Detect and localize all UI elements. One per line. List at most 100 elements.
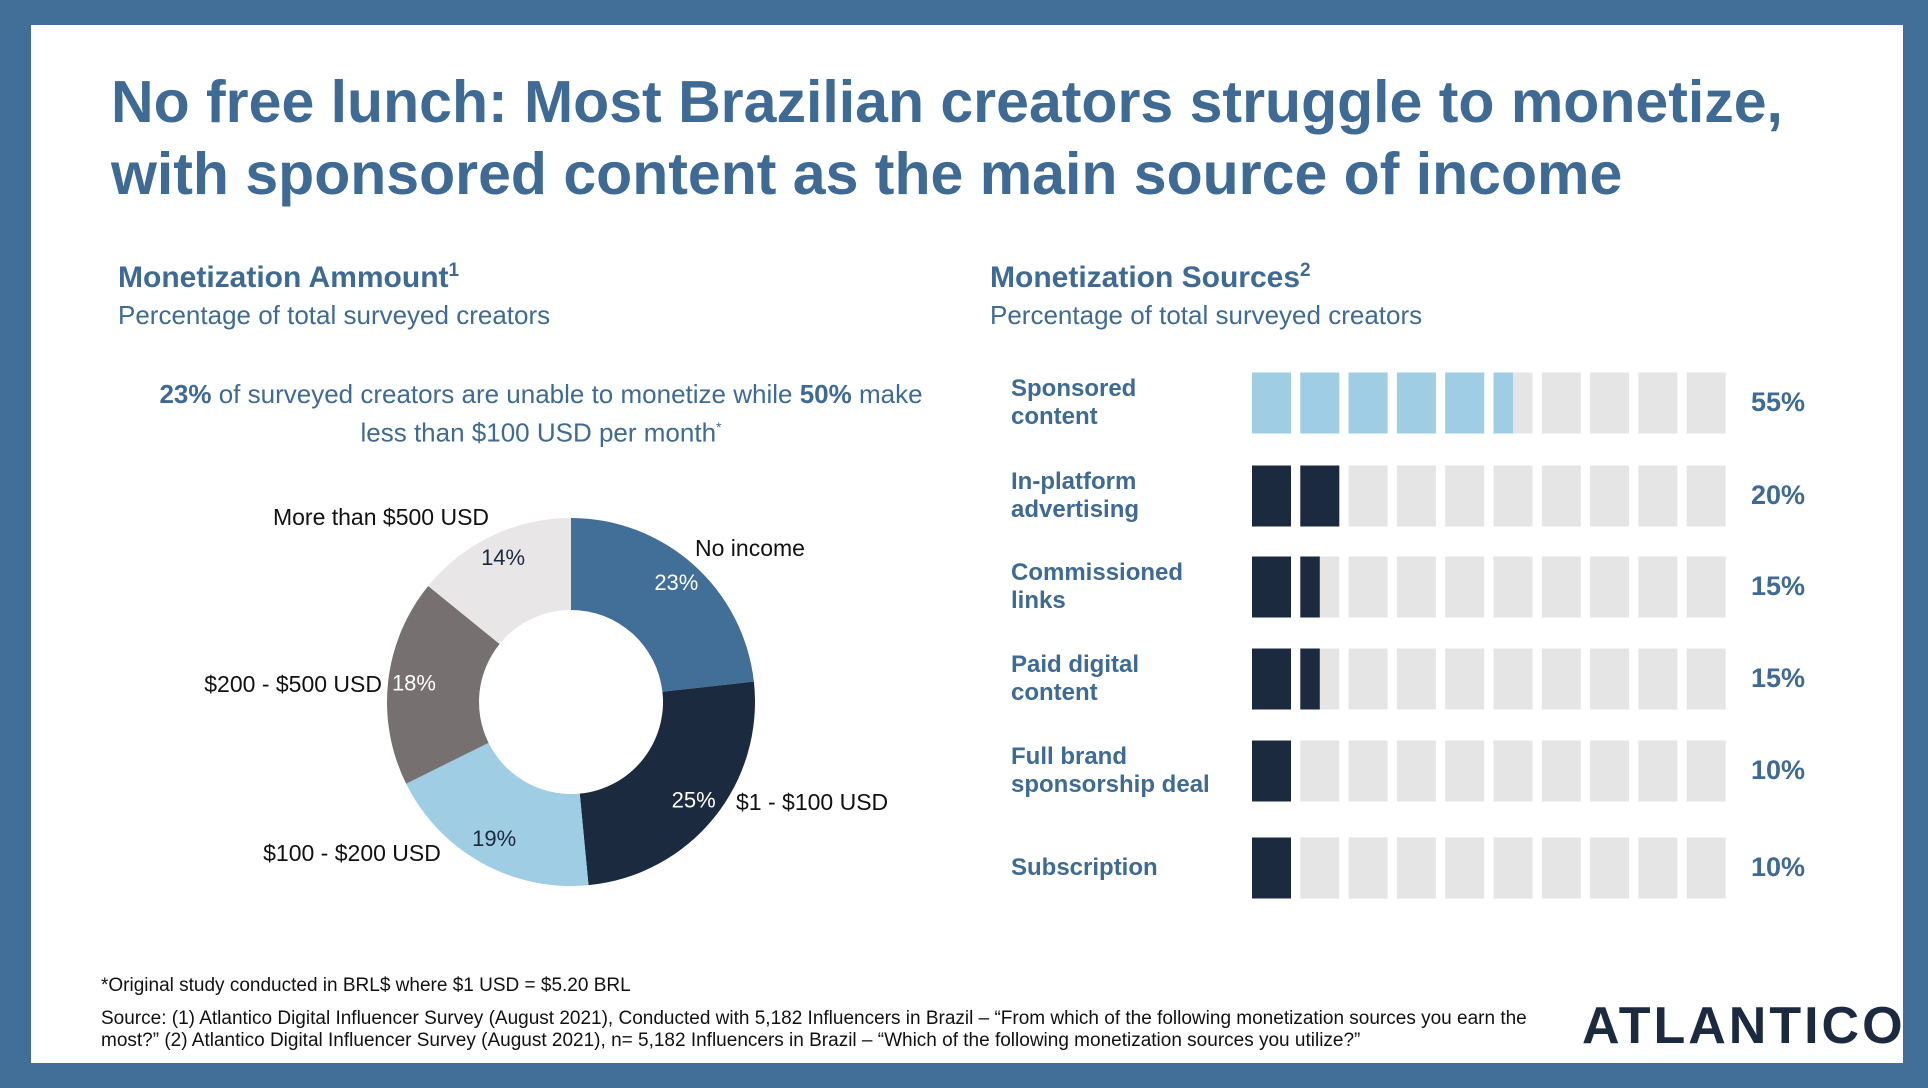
bar-block-background (1396, 465, 1436, 527)
chart-title: Monetization Sources2 (990, 260, 1311, 295)
slice-value-label: 25% (672, 787, 716, 812)
bar-block-background (1445, 740, 1485, 802)
bar-block-background (1348, 837, 1388, 899)
bar-block-background (1493, 556, 1533, 618)
bar-block-fill (1252, 648, 1291, 710)
logo: ATLANTICO (1582, 997, 1906, 1055)
bar (1252, 465, 1340, 527)
bar-block-background (1590, 465, 1630, 527)
bar-block-background (1493, 465, 1533, 527)
bar-block-background (1348, 556, 1388, 618)
bar-block-background (1445, 465, 1485, 527)
bar-block-background (1638, 837, 1678, 899)
bar-block-fill (1252, 465, 1291, 527)
bar-block-background (1590, 837, 1630, 899)
slice-category-label: $200 - $500 USD (204, 671, 382, 697)
bar-block-fill (1396, 372, 1436, 434)
footnote: *Original study conducted in BRL$ where … (101, 975, 631, 996)
bar-block-background (1541, 465, 1581, 527)
bar-block-fill (1252, 740, 1291, 802)
bar-block-background (1396, 740, 1436, 802)
bar-category-label: Paid digital content (1011, 651, 1140, 706)
bar-block-background (1396, 648, 1436, 710)
bar-block-background (1493, 740, 1533, 802)
slice-value-label: 23% (654, 570, 698, 595)
bar-category-label: Sponsored content (1011, 375, 1137, 430)
bar-block-background (1541, 740, 1581, 802)
bar (1252, 837, 1291, 899)
bar-block-background (1348, 465, 1388, 527)
bar-block-background (1686, 740, 1726, 802)
bar-block-background (1686, 372, 1726, 434)
bar-category-label: In-platform advertising (1011, 468, 1140, 523)
bar-block-background (1590, 648, 1630, 710)
bar-block-background (1348, 648, 1388, 710)
donut-slice (406, 742, 589, 886)
slice-value-label: 18% (392, 670, 436, 695)
bar-block-background (1686, 648, 1726, 710)
bar (1252, 740, 1291, 802)
chart-title-text: Monetization Sources (990, 261, 1301, 294)
bar-block-background (1590, 740, 1630, 802)
bar-block-fill (1252, 556, 1291, 618)
bar-block-background (1396, 556, 1436, 618)
bar-value-label: 15% (1751, 571, 1806, 601)
note-marker: 2 (1300, 260, 1311, 281)
bar-block-fill (1300, 648, 1320, 710)
bar-block-background (1493, 837, 1533, 899)
bar-block-background (1300, 837, 1340, 899)
bar-block-fill (1493, 372, 1513, 434)
slide-title: No free lunch: Most Brazilian creators s… (111, 69, 1783, 207)
bar-block-fill (1300, 465, 1340, 527)
bar-category-label: Full brand sponsorship deal (1011, 743, 1210, 798)
annotation: 23% of surveyed creators are unable to m… (141, 378, 941, 450)
bar-value-label: 15% (1751, 663, 1806, 693)
bar (1252, 648, 1320, 710)
bar-block-background (1396, 837, 1436, 899)
bar-block-background (1300, 740, 1340, 802)
bar-block-background (1590, 372, 1630, 434)
donut-slice (428, 518, 571, 644)
bar-block-background (1348, 740, 1388, 802)
bar-category-label: Commissioned links (1011, 559, 1184, 614)
donut-slice (571, 518, 754, 692)
source: Source: (1) Atlantico Digital Influencer… (101, 1008, 1527, 1051)
bar-block-background (1493, 648, 1533, 710)
bar-block-background (1686, 556, 1726, 618)
bar-value-label: 10% (1751, 755, 1806, 785)
bar-block-fill (1348, 372, 1388, 434)
bar-block-background (1541, 556, 1581, 618)
bar-block-fill (1252, 837, 1291, 899)
slice-category-label: More than $500 USD (273, 504, 489, 530)
chart-title: Monetization Ammount1 (118, 260, 459, 295)
slice-category-label: $100 - $200 USD (263, 840, 441, 866)
chart-subtitle: Percentage of total surveyed creators (118, 300, 551, 330)
bar-block-background (1638, 372, 1678, 434)
slice-value-label: 14% (481, 545, 525, 570)
note-marker: 1 (448, 260, 460, 281)
chart-subtitle: Percentage of total surveyed creators (990, 300, 1423, 330)
annotation-text: make less than $100 USD per month (360, 379, 923, 448)
bar-block-background (1686, 465, 1726, 527)
bar-value-label: 10% (1751, 852, 1806, 882)
chart-title-text: Monetization Ammount (118, 261, 449, 294)
bar-block-background (1590, 556, 1630, 618)
bar-block-background (1541, 372, 1581, 434)
slice-category-label: $1 - $100 USD (736, 789, 888, 815)
bar-block-background (1638, 465, 1678, 527)
slice-category-label: No income (695, 535, 805, 561)
bar-category-label: Subscription (1011, 854, 1158, 881)
donut-slice (579, 681, 755, 886)
bar-block-background (1638, 556, 1678, 618)
bar-block-fill (1300, 372, 1340, 434)
bar-value-label: 55% (1751, 387, 1806, 417)
bar-block-fill (1445, 372, 1485, 434)
bar-block-background (1541, 648, 1581, 710)
annotation-text: of surveyed creators are unable to monet… (211, 379, 800, 409)
bar-block-background (1638, 740, 1678, 802)
bar (1252, 556, 1320, 618)
donut-slice (387, 585, 500, 784)
bar-block-fill (1252, 372, 1291, 434)
